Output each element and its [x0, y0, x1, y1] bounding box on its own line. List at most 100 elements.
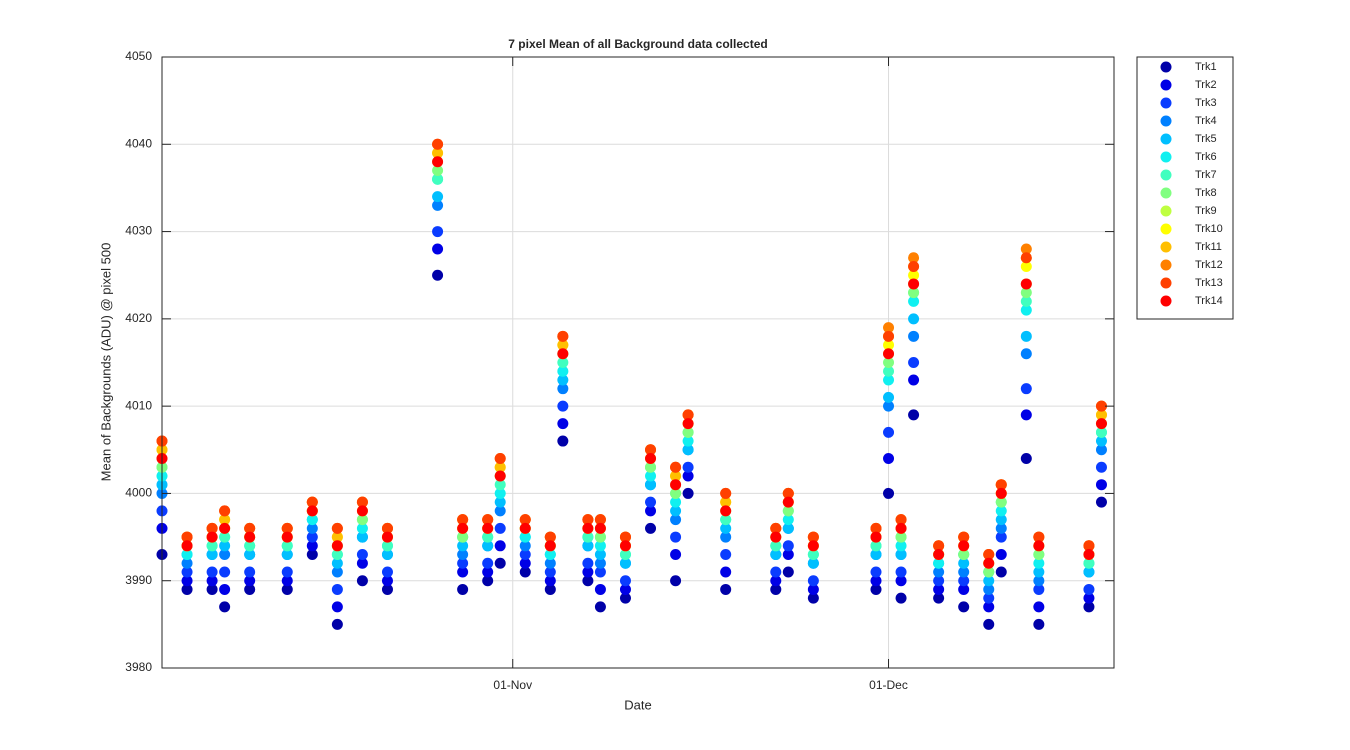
- point: [331, 522, 343, 534]
- point: [457, 549, 469, 561]
- point: [494, 470, 506, 482]
- y-tick-label: 4030: [125, 224, 152, 238]
- point: [1020, 409, 1032, 421]
- point: [432, 156, 444, 168]
- point: [895, 522, 907, 534]
- point: [645, 479, 657, 491]
- point: [181, 531, 193, 543]
- point: [895, 531, 907, 543]
- point: [807, 549, 819, 561]
- point: [206, 583, 218, 595]
- point: [983, 618, 995, 630]
- point: [219, 522, 231, 534]
- point: [306, 549, 318, 561]
- legend-label: Trk12: [1195, 259, 1223, 271]
- point: [1095, 435, 1107, 447]
- point: [619, 575, 631, 587]
- point: [720, 522, 732, 534]
- series: [156, 156, 1107, 569]
- point: [995, 531, 1007, 543]
- point: [281, 522, 293, 534]
- point: [1095, 479, 1107, 491]
- series: [156, 138, 1107, 561]
- point: [381, 583, 393, 595]
- point: [883, 374, 895, 386]
- point: [181, 566, 193, 578]
- point: [883, 330, 895, 342]
- point: [1095, 418, 1107, 430]
- legend-label: Trk2: [1195, 79, 1217, 91]
- point: [908, 409, 920, 421]
- y-tick-label: 4010: [125, 398, 152, 412]
- point: [670, 496, 682, 508]
- point: [244, 566, 256, 578]
- point: [619, 592, 631, 604]
- point: [670, 470, 682, 482]
- point: [883, 487, 895, 499]
- legend-box: [1136, 56, 1234, 320]
- point: [482, 575, 494, 587]
- legend-label: Trk9: [1195, 205, 1217, 217]
- point: [1083, 540, 1095, 552]
- point: [206, 531, 218, 543]
- y-tick-label: 4020: [125, 311, 152, 325]
- point: [206, 540, 218, 552]
- point: [519, 514, 531, 526]
- point: [908, 252, 920, 264]
- point: [356, 557, 368, 569]
- point: [619, 531, 631, 543]
- point: [557, 365, 569, 377]
- point: [983, 566, 995, 578]
- legend-label: Trk8: [1195, 187, 1217, 199]
- series: [156, 164, 1107, 578]
- point: [807, 583, 819, 595]
- point: [770, 531, 782, 543]
- point: [1020, 243, 1032, 255]
- point: [770, 575, 782, 587]
- point: [1095, 444, 1107, 456]
- point: [770, 566, 782, 578]
- point: [181, 557, 193, 569]
- point: [908, 330, 920, 342]
- point: [1020, 453, 1032, 465]
- point: [244, 531, 256, 543]
- point: [356, 496, 368, 508]
- point: [381, 566, 393, 578]
- point: [206, 549, 218, 561]
- point: [645, 461, 657, 473]
- point: [594, 531, 606, 543]
- point: [331, 618, 343, 630]
- point: [544, 531, 556, 543]
- point: [682, 444, 694, 456]
- point: [720, 531, 732, 543]
- point: [244, 575, 256, 587]
- point: [1033, 618, 1045, 630]
- point: [1083, 592, 1095, 604]
- point: [682, 426, 694, 438]
- point: [645, 444, 657, 456]
- point: [645, 470, 657, 482]
- point: [908, 357, 920, 368]
- point: [519, 566, 531, 578]
- point: [582, 514, 594, 526]
- point: [895, 549, 907, 561]
- series: [156, 147, 1107, 569]
- point: [720, 549, 732, 561]
- point: [519, 540, 531, 552]
- point: [432, 173, 444, 185]
- point: [306, 505, 318, 517]
- point: [457, 531, 469, 543]
- point: [770, 540, 782, 552]
- point: [883, 400, 895, 412]
- point: [244, 549, 256, 561]
- point: [895, 592, 907, 604]
- point: [782, 540, 794, 552]
- legend-marker: [1160, 277, 1172, 289]
- series: [156, 243, 1107, 613]
- point: [544, 575, 556, 587]
- point: [544, 583, 556, 595]
- point: [557, 357, 569, 368]
- point: [883, 453, 895, 465]
- point: [1083, 583, 1095, 595]
